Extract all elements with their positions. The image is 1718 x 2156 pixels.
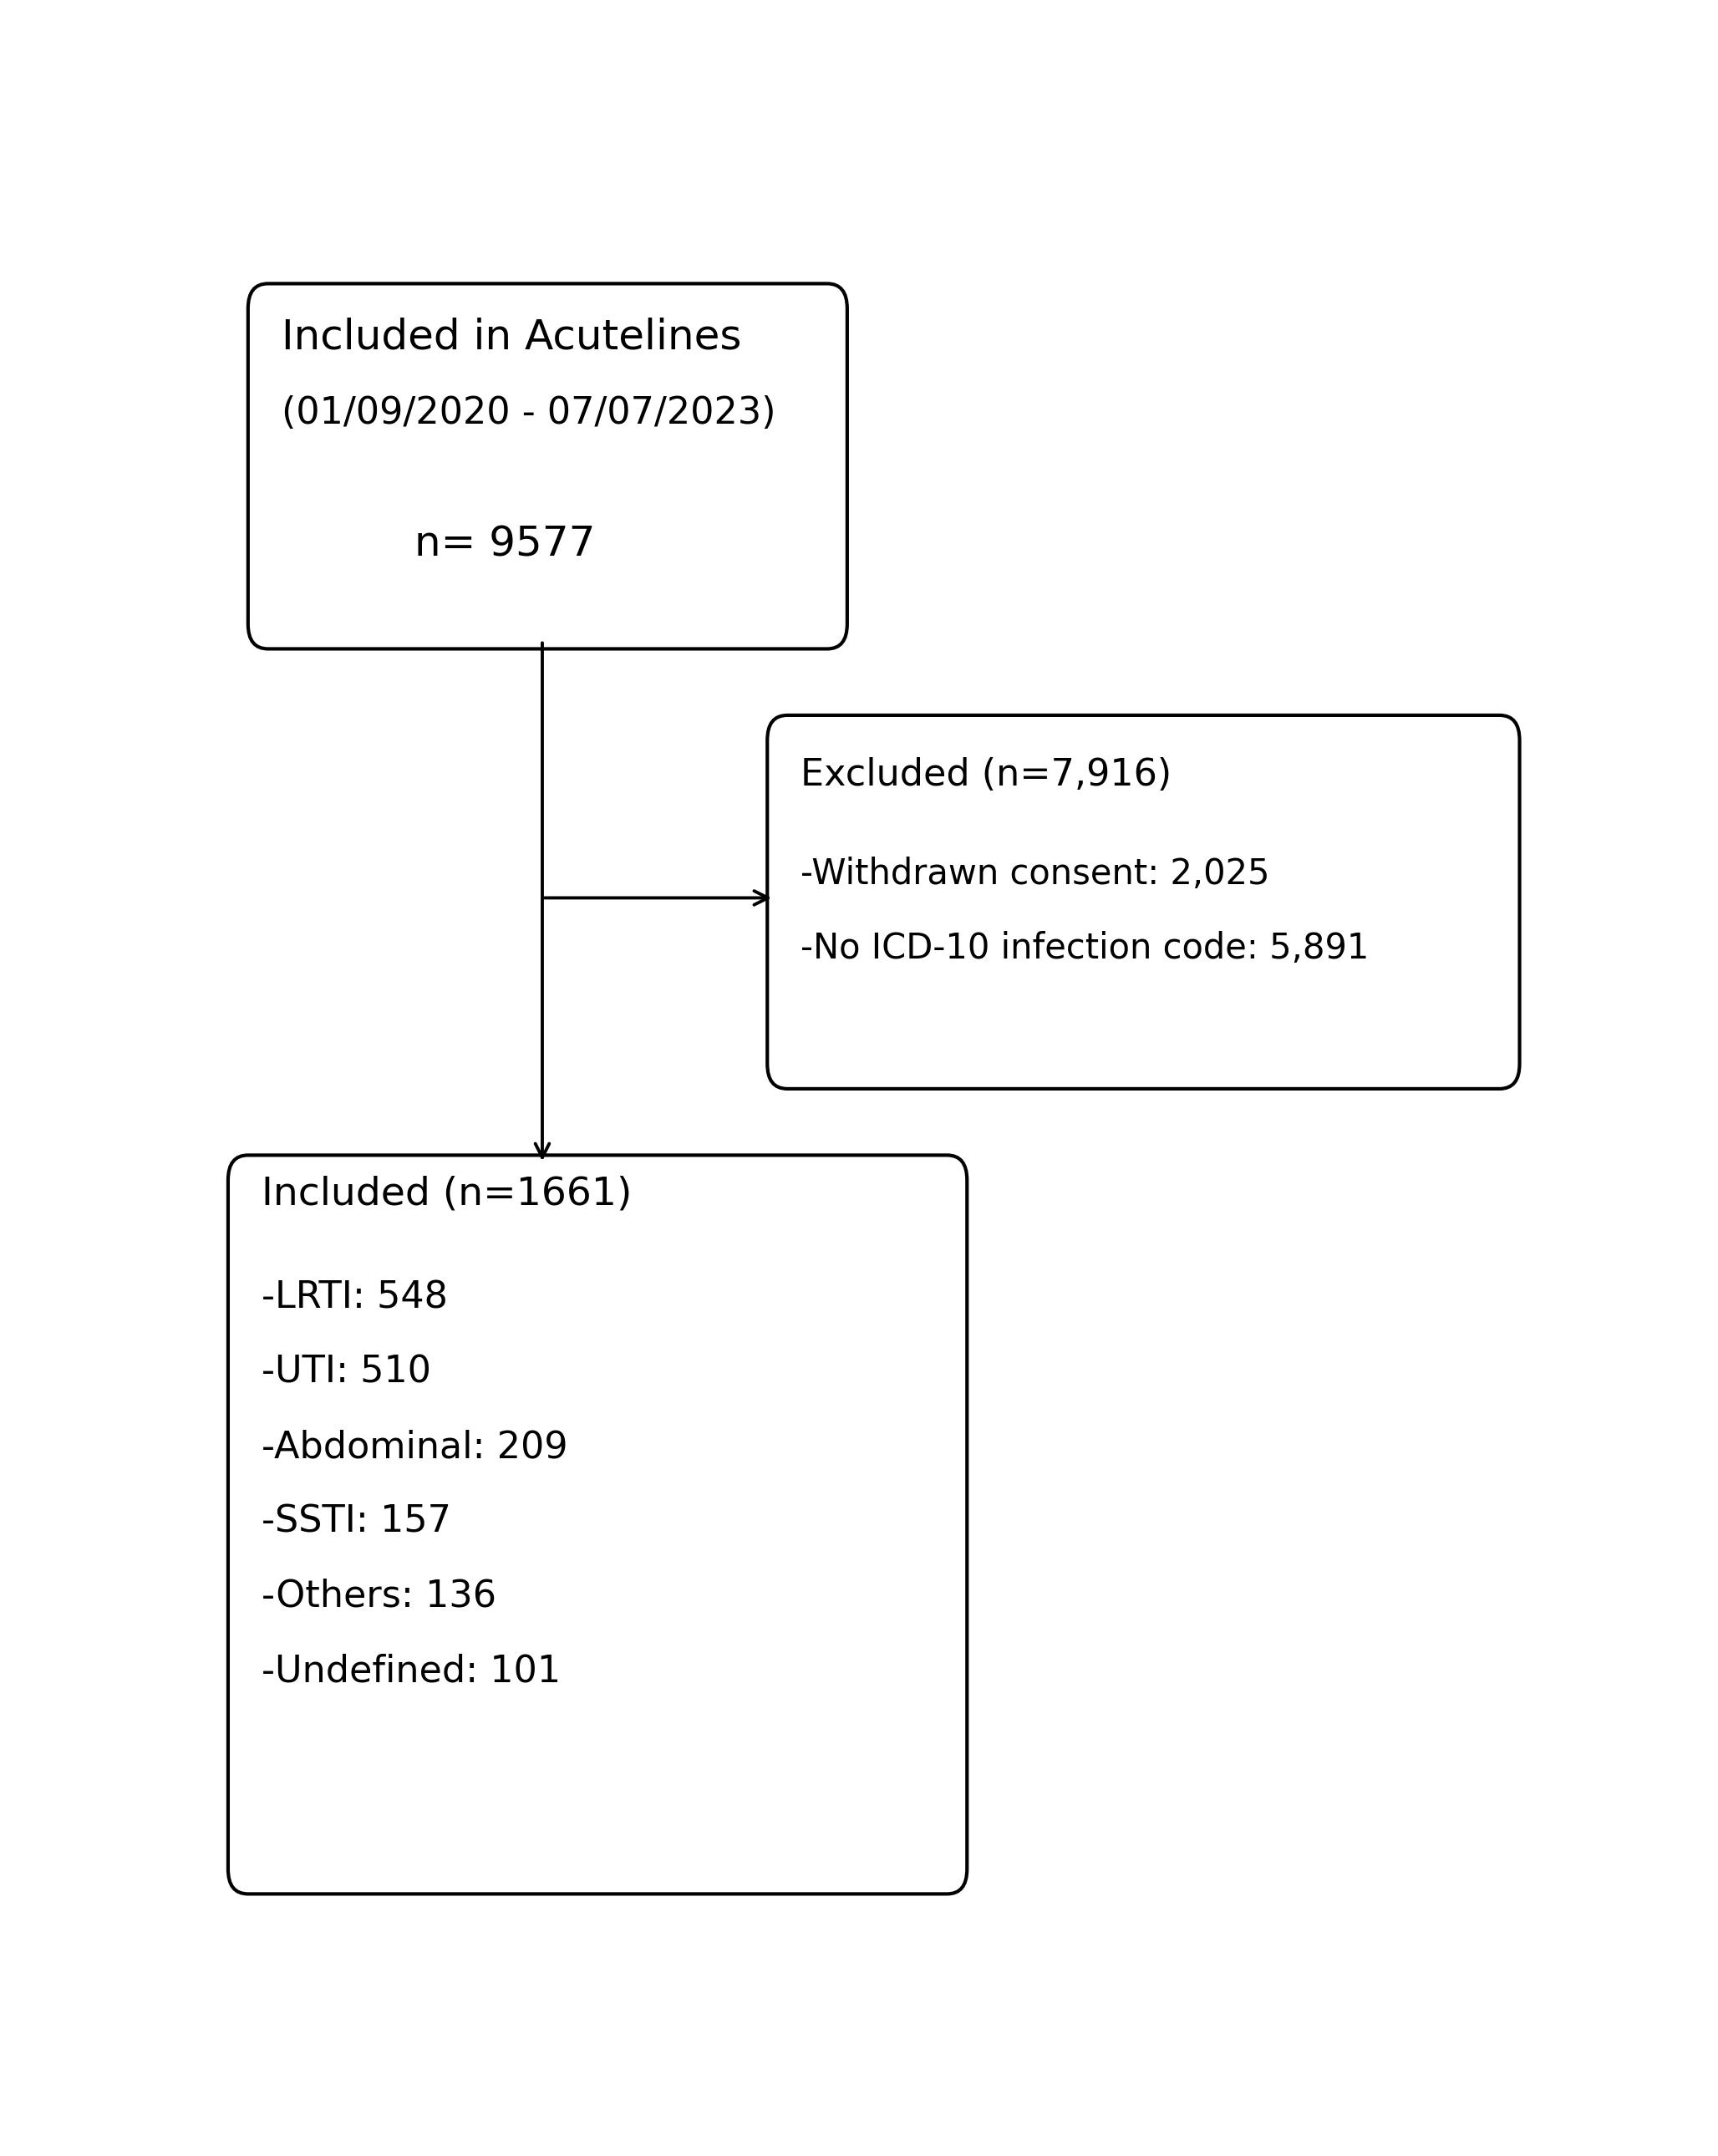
FancyBboxPatch shape xyxy=(228,1156,967,1893)
Text: -UTI: 510: -UTI: 510 xyxy=(261,1354,431,1391)
FancyBboxPatch shape xyxy=(247,285,847,649)
Text: n= 9577: n= 9577 xyxy=(414,524,596,565)
Text: -SSTI: 157: -SSTI: 157 xyxy=(261,1505,450,1539)
Text: -Others: 136: -Others: 136 xyxy=(261,1578,497,1615)
Text: -No ICD-10 infection code: 5,891: -No ICD-10 infection code: 5,891 xyxy=(801,931,1369,966)
Text: Included (n=1661): Included (n=1661) xyxy=(261,1175,632,1212)
Text: (01/09/2020 - 07/07/2023): (01/09/2020 - 07/07/2023) xyxy=(282,395,775,431)
FancyBboxPatch shape xyxy=(768,716,1520,1089)
Text: -Withdrawn consent: 2,025: -Withdrawn consent: 2,025 xyxy=(801,856,1270,890)
Text: -Undefined: 101: -Undefined: 101 xyxy=(261,1654,560,1688)
Text: -LRTI: 548: -LRTI: 548 xyxy=(261,1281,448,1315)
Text: -Abdominal: 209: -Abdominal: 209 xyxy=(261,1429,567,1466)
Text: Included in Acutelines: Included in Acutelines xyxy=(282,317,742,358)
Text: Excluded (n=7,916): Excluded (n=7,916) xyxy=(801,757,1172,793)
